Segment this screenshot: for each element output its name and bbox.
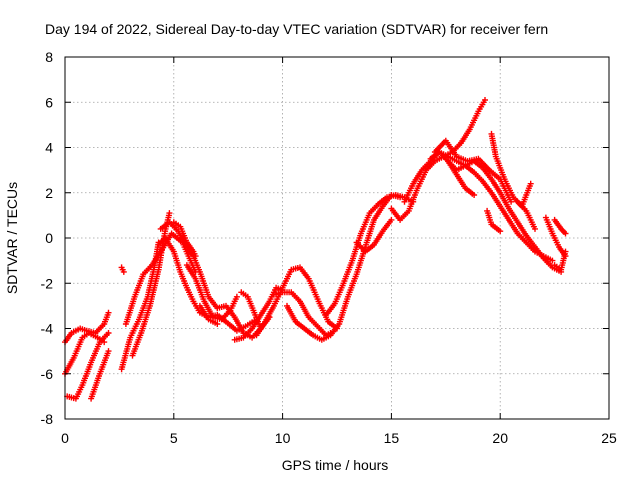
data-series xyxy=(323,192,417,318)
grid xyxy=(65,57,609,419)
data-point xyxy=(482,97,488,103)
data-series xyxy=(431,137,515,205)
chart-title: Day 194 of 2022, Sidereal Day-to-day VTE… xyxy=(45,21,548,37)
data-point xyxy=(166,210,173,217)
data-point xyxy=(192,253,199,260)
x-tick-label: 5 xyxy=(170,430,178,446)
data-point xyxy=(508,198,515,205)
data-series xyxy=(64,330,112,402)
y-tick-label: 8 xyxy=(45,49,53,65)
data-series xyxy=(118,264,127,275)
data-series xyxy=(170,219,199,260)
y-tick-label: -6 xyxy=(41,366,54,382)
data-point xyxy=(532,225,538,232)
data-point xyxy=(214,321,221,327)
data-series xyxy=(514,198,538,232)
data-point xyxy=(497,228,504,235)
y-tick-label: -8 xyxy=(41,411,54,427)
y-tick-label: 0 xyxy=(45,230,53,246)
x-tick-label: 10 xyxy=(275,430,291,446)
y-axis-label: SDTVAR / TECUs xyxy=(4,182,20,294)
data-series xyxy=(88,348,112,402)
data-series xyxy=(484,207,504,235)
data-point xyxy=(233,293,240,300)
data-point xyxy=(471,192,478,198)
data-series xyxy=(551,248,569,273)
data-point xyxy=(388,216,395,223)
data-series xyxy=(253,264,340,339)
x-axis-label: GPS time / hours xyxy=(282,457,389,473)
data-series xyxy=(183,262,240,323)
data-point xyxy=(562,248,569,255)
x-tick-label: 20 xyxy=(492,430,508,446)
y-tick-label: 4 xyxy=(45,140,53,156)
plot-frame xyxy=(64,56,610,420)
data-series xyxy=(353,216,395,255)
data-point xyxy=(105,348,112,355)
data-series xyxy=(196,302,221,327)
data-point xyxy=(105,309,112,316)
y-tick-label: 2 xyxy=(45,185,53,201)
series-line xyxy=(286,194,401,341)
y-tick-label: -4 xyxy=(41,321,54,337)
data-point xyxy=(105,330,112,336)
data-series xyxy=(488,130,534,210)
data-point xyxy=(527,180,534,187)
x-tick-label: 25 xyxy=(601,430,617,446)
data-point xyxy=(549,257,556,264)
y-tick-label: 6 xyxy=(45,94,53,110)
y-tick-label: -2 xyxy=(41,275,54,291)
x-tick-label: 0 xyxy=(61,430,69,446)
data-point xyxy=(562,230,569,237)
data-point xyxy=(120,268,127,275)
data-series xyxy=(270,289,334,339)
data-series xyxy=(231,284,286,343)
data-series xyxy=(62,330,108,377)
axes: 0 5 10 15 20 25 -8 -6 -4 -2 0 2 4 6 8 xyxy=(41,49,617,446)
x-tick-label: 15 xyxy=(384,430,400,446)
data-series xyxy=(427,149,565,275)
data-series xyxy=(551,216,569,237)
data-series xyxy=(445,158,478,198)
series-layer xyxy=(62,97,569,402)
